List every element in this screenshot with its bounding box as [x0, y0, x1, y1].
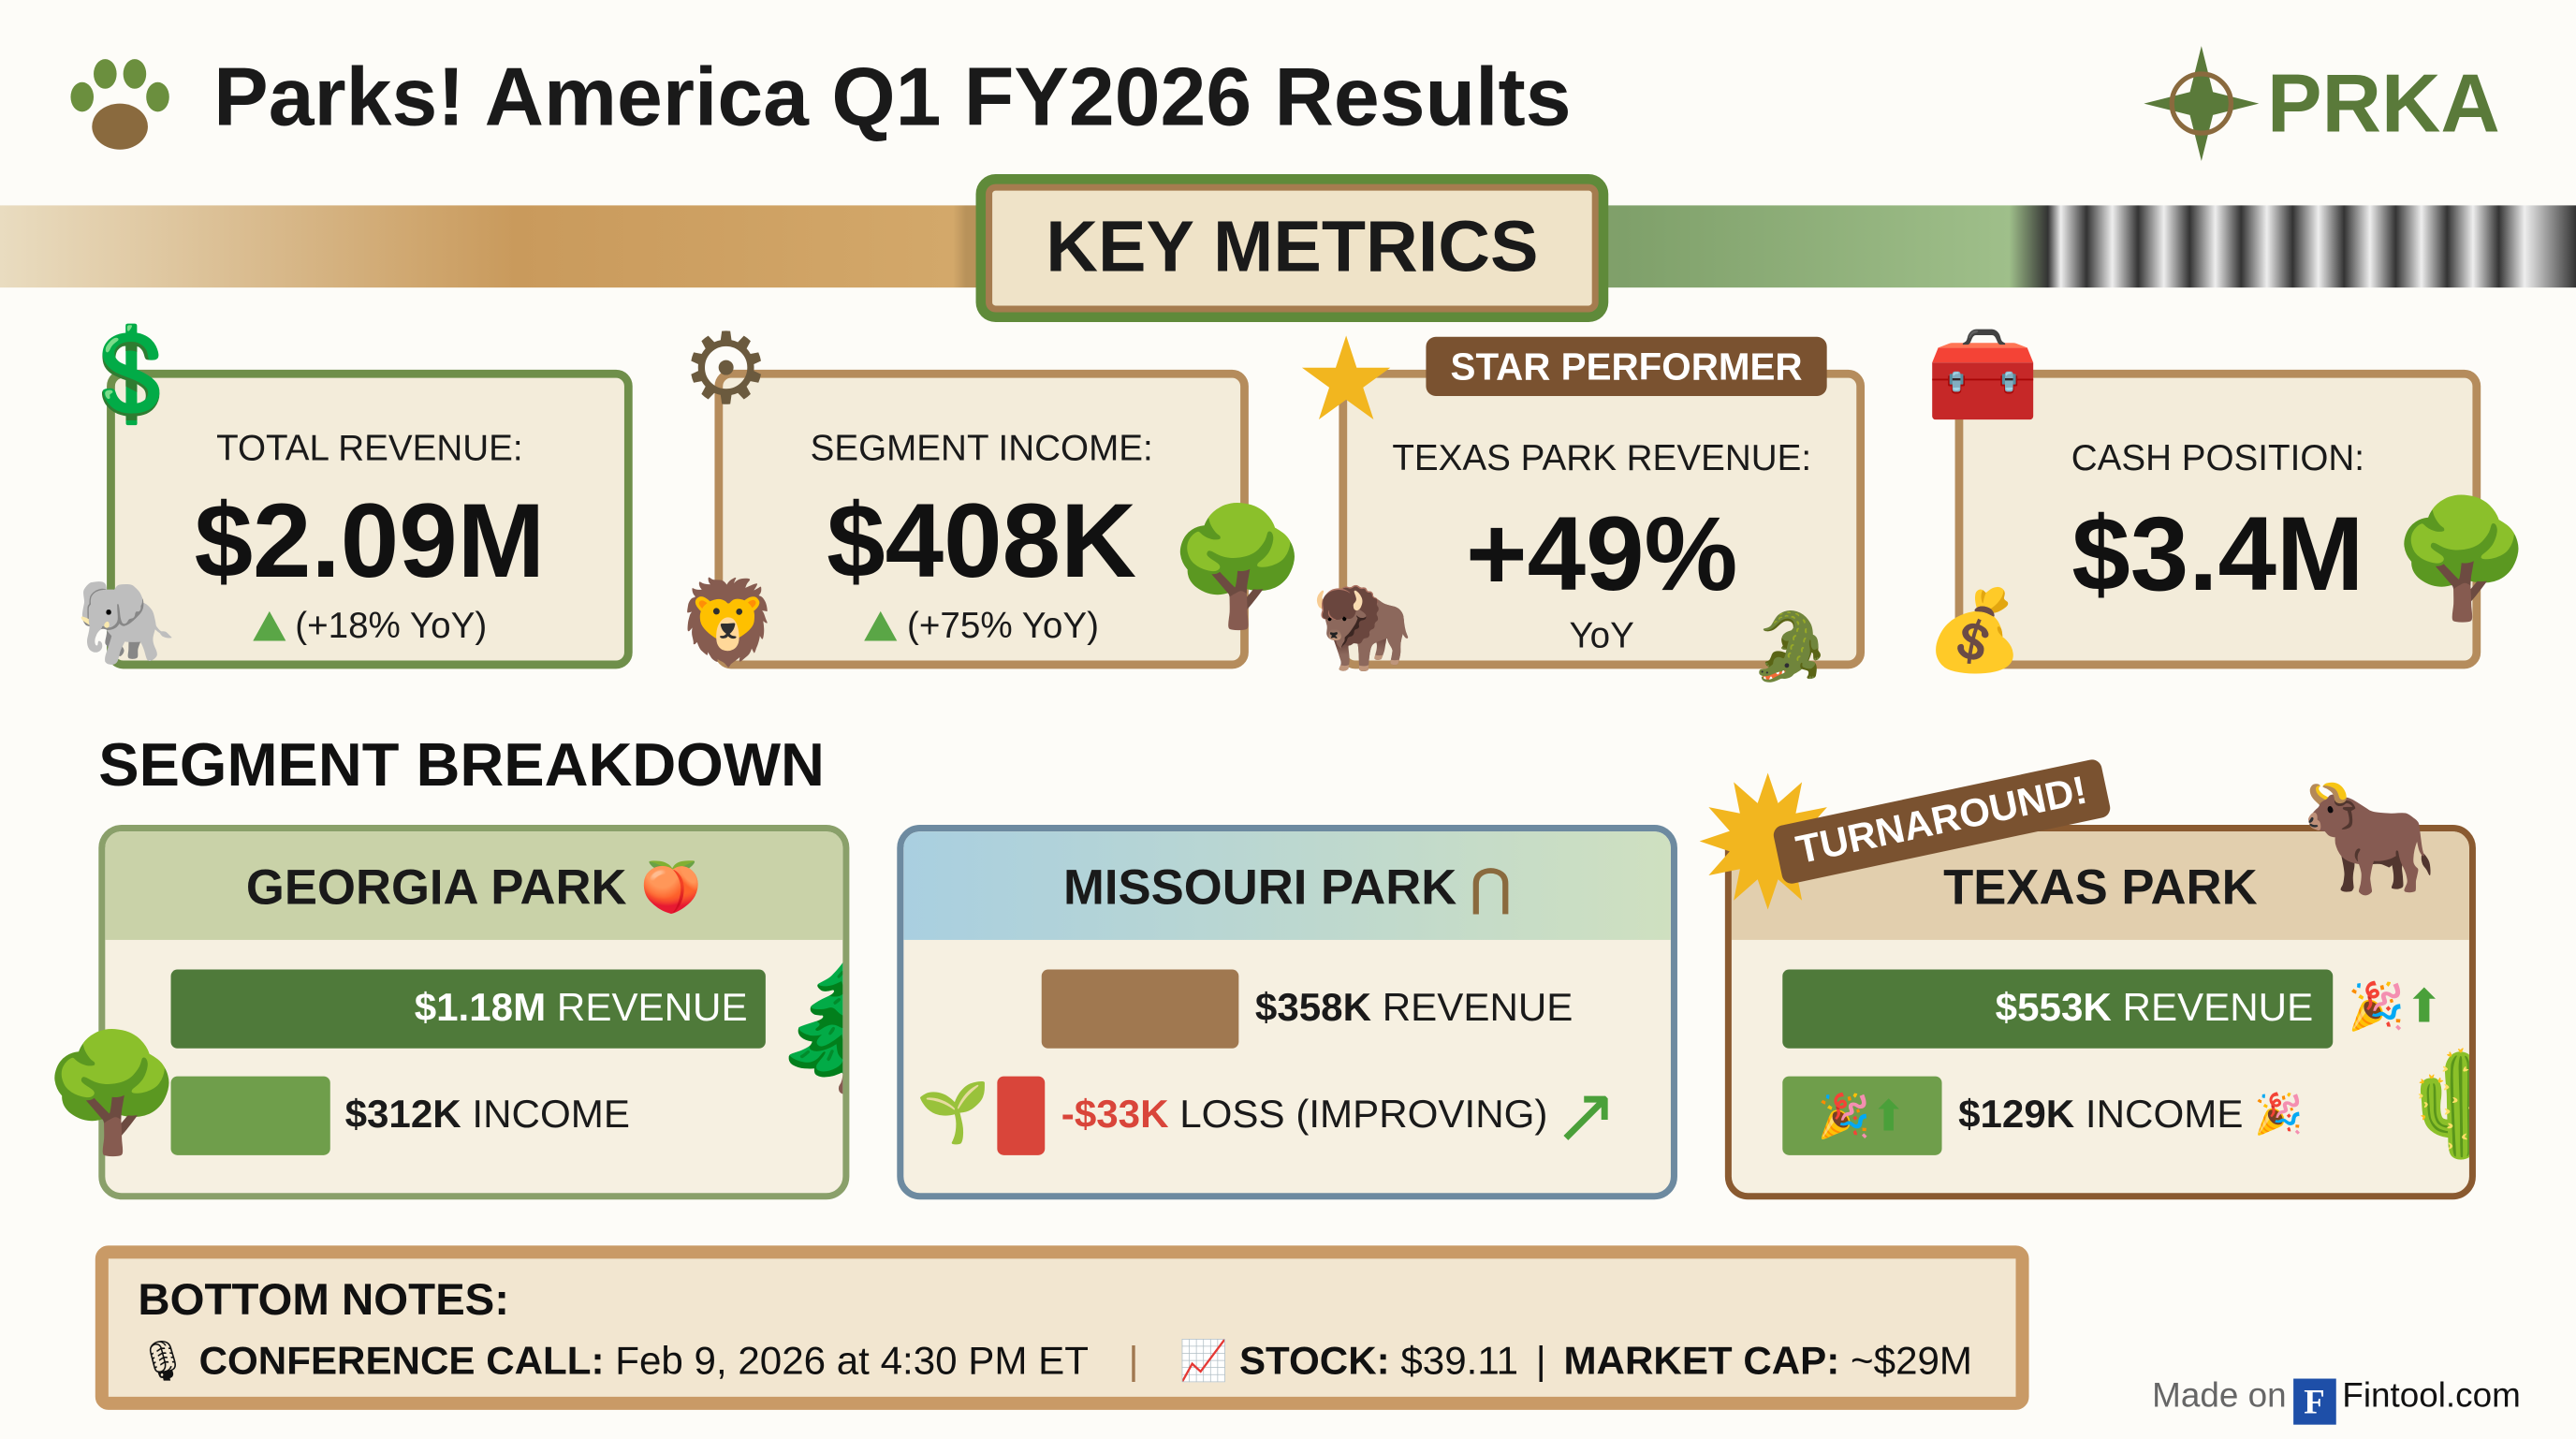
treasure-chest-icon: 🧰 — [1925, 321, 2041, 426]
bison-icon: 🦬 — [1310, 580, 1413, 672]
income-label: $129K INCOME 🎉 — [1958, 1093, 2304, 1138]
peach-icon: 🍑 — [640, 860, 702, 916]
metric-label: TOTAL REVENUE: — [216, 427, 523, 469]
made-on-fintool[interactable]: Made on F Fintool.com — [2152, 1377, 2521, 1425]
microphone-icon: 🎙 — [138, 1339, 188, 1384]
metric-change: (+18% YoY) — [115, 605, 624, 648]
lion-icon: 🦁 — [677, 577, 780, 669]
metric-change: YoY — [1569, 614, 1634, 656]
revenue-bar — [170, 969, 766, 1049]
fintool-logo: F — [2292, 1378, 2336, 1425]
arch-icon: ⋂ — [1470, 860, 1512, 916]
metric-value: +49% — [1466, 494, 1738, 613]
notes-title: BOTTOM NOTES: — [138, 1274, 510, 1325]
money-globe-icon: 💲 — [73, 321, 189, 426]
cypress-tree-icon: 🌲 — [770, 947, 842, 1101]
elephant-icon: 🐘 — [75, 577, 179, 669]
income-bar — [170, 1076, 330, 1155]
cactus-icon: 🌵 — [2397, 1045, 2469, 1165]
metric-card-segment-income: SEGMENT INCOME: $408K (+75% YoY) — [714, 369, 1249, 669]
sprout-icon: 🌱 — [916, 1078, 991, 1146]
ticker-logo: PRKA — [2267, 57, 2500, 150]
up-arrow-icon: ⬆ — [1870, 1091, 1907, 1141]
revenue-label: $553K REVENUE — [1995, 986, 2314, 1031]
metric-label: SEGMENT INCOME: — [810, 427, 1153, 469]
segment-card-missouri: MISSOURI PARK ⋂ $358K REVENUE -$33K LOSS… — [897, 825, 1677, 1200]
metric-value: $2.09M — [194, 481, 546, 600]
up-triangle-icon — [864, 610, 898, 641]
metric-card-cash-position: CASH POSITION: $3.4M — [1954, 369, 2481, 669]
loss-label: -$33K LOSS (IMPROVING) — [1061, 1093, 1548, 1138]
crocodile-icon: 🐊 — [1749, 610, 1832, 684]
metric-label: TEXAS PARK REVENUE: — [1392, 436, 1812, 478]
longhorn-icon: 🐂 — [2300, 775, 2439, 901]
segment-header: GEORGIA PARK 🍑 — [105, 831, 843, 940]
paw-icon — [66, 57, 174, 155]
income-label: $312K INCOME — [344, 1093, 630, 1138]
stock-chart-icon: 📈 — [1178, 1339, 1229, 1384]
trend-up-icon: ↗ — [1552, 1073, 1619, 1161]
revenue-bar — [1782, 969, 2334, 1049]
up-triangle-icon — [252, 610, 285, 641]
key-metrics-sign: KEY METRICS — [986, 184, 1599, 313]
gear-icon: ⚙ — [681, 314, 770, 424]
revenue-bar — [1041, 969, 1239, 1049]
compass-icon — [2144, 46, 2260, 169]
metric-card-texas-revenue: TEXAS PARK REVENUE: +49% YoY — [1339, 369, 1866, 669]
page-title: Parks! America Q1 FY2026 Results — [213, 51, 1572, 143]
gold-chest-icon: 💰 — [1925, 588, 2024, 676]
segment-header: MISSOURI PARK ⋂ — [903, 831, 1671, 940]
party-popper-icon: 🎉⬆ — [2348, 980, 2444, 1033]
star-icon: ★ — [1295, 315, 1398, 444]
metric-value: $3.4M — [2071, 494, 2364, 613]
section-title: SEGMENT BREAKDOWN — [98, 731, 825, 799]
party-popper-icon: 🎉 — [1817, 1091, 1871, 1141]
notes-line: 🎙 CONFERENCE CALL: Feb 9, 2026 at 4:30 P… — [138, 1339, 1973, 1384]
star-performer-badge: STAR PERFORMER — [1426, 336, 1827, 396]
loss-bar — [997, 1076, 1046, 1155]
bottom-notes-board: BOTTOM NOTES: 🎙 CONFERENCE CALL: Feb 9, … — [95, 1245, 2029, 1410]
metric-change: (+75% YoY) — [723, 605, 1240, 648]
baobab-tree-icon: 🌳 — [2390, 494, 2534, 624]
tree-icon: 🌳 — [1166, 503, 1310, 631]
segment-card-georgia: GEORGIA PARK 🍑 $1.18M REVENUE $312K INCO… — [98, 825, 850, 1200]
revenue-label: $1.18M REVENUE — [414, 986, 748, 1031]
acacia-tree-icon: 🌳 — [40, 1028, 184, 1157]
income-bar: 🎉⬆ — [1782, 1076, 1942, 1155]
metric-card-total-revenue: TOTAL REVENUE: $2.09M (+18% YoY) — [107, 369, 633, 669]
metric-value: $408K — [827, 481, 1137, 600]
revenue-label: $358K REVENUE — [1254, 986, 1573, 1031]
metric-label: CASH POSITION: — [2071, 436, 2365, 478]
